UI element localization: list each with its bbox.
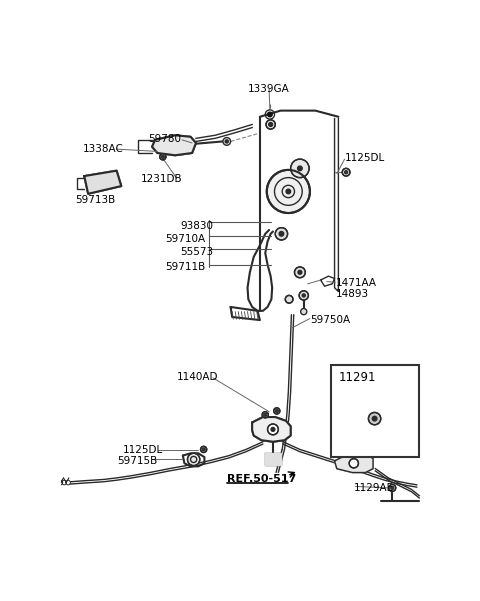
Circle shape xyxy=(223,138,230,145)
Circle shape xyxy=(369,412,381,425)
Circle shape xyxy=(342,168,350,176)
Circle shape xyxy=(267,170,310,213)
Circle shape xyxy=(298,166,302,171)
Text: 1339GA: 1339GA xyxy=(248,84,290,94)
Circle shape xyxy=(279,231,284,236)
Text: 1471AA: 1471AA xyxy=(336,278,377,288)
Circle shape xyxy=(389,484,396,492)
Circle shape xyxy=(275,228,288,240)
Bar xyxy=(331,365,419,457)
Text: REF.50-517: REF.50-517 xyxy=(227,474,296,484)
Circle shape xyxy=(267,424,278,435)
Polygon shape xyxy=(265,453,281,465)
Text: 14893: 14893 xyxy=(336,289,369,299)
Polygon shape xyxy=(252,417,291,442)
Circle shape xyxy=(269,123,273,126)
Circle shape xyxy=(372,416,377,421)
Text: 59780: 59780 xyxy=(148,133,181,144)
Circle shape xyxy=(391,486,394,489)
Text: 59711B: 59711B xyxy=(165,262,205,272)
Circle shape xyxy=(291,159,309,178)
Circle shape xyxy=(225,140,228,143)
Text: 1125DL: 1125DL xyxy=(123,445,163,455)
Circle shape xyxy=(267,112,272,117)
Circle shape xyxy=(266,120,275,129)
Text: 59750A: 59750A xyxy=(311,316,351,325)
Text: 93830: 93830 xyxy=(180,221,214,231)
Text: 59713B: 59713B xyxy=(75,195,115,206)
Circle shape xyxy=(295,267,305,278)
Circle shape xyxy=(345,171,348,174)
Circle shape xyxy=(202,448,205,451)
Circle shape xyxy=(271,427,275,432)
Circle shape xyxy=(275,409,278,412)
Circle shape xyxy=(349,459,359,468)
Text: 59715B: 59715B xyxy=(118,456,157,466)
Circle shape xyxy=(160,154,166,160)
Circle shape xyxy=(274,408,280,414)
Text: 1140AD: 1140AD xyxy=(177,373,218,382)
Text: 55573: 55573 xyxy=(180,247,214,257)
Text: 59710A: 59710A xyxy=(165,234,205,244)
Circle shape xyxy=(299,291,308,300)
Polygon shape xyxy=(84,171,121,194)
Circle shape xyxy=(188,453,200,466)
Polygon shape xyxy=(152,135,196,155)
Circle shape xyxy=(286,189,291,194)
Circle shape xyxy=(161,155,164,158)
Circle shape xyxy=(264,413,267,416)
Text: 1231DB: 1231DB xyxy=(141,174,182,184)
Text: 1125DL: 1125DL xyxy=(345,153,385,163)
Circle shape xyxy=(201,447,207,453)
Circle shape xyxy=(298,270,302,274)
Circle shape xyxy=(302,294,305,297)
Polygon shape xyxy=(335,453,373,472)
Circle shape xyxy=(262,412,268,418)
Text: 1129AE: 1129AE xyxy=(354,483,394,493)
Text: 1338AC: 1338AC xyxy=(83,144,124,154)
Text: 11291: 11291 xyxy=(338,371,376,384)
Circle shape xyxy=(285,296,293,303)
Circle shape xyxy=(300,308,307,315)
